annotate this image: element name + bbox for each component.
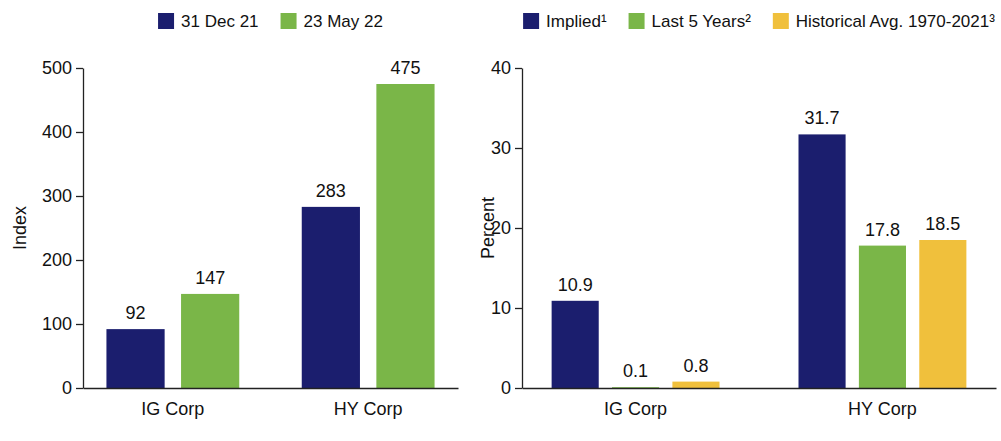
data-label: 147: [195, 268, 225, 288]
axis-line: [83, 69, 84, 389]
tick-mark: [515, 68, 522, 69]
bar: [106, 329, 164, 388]
x-axis: IG Corp HY Corp: [523, 388, 997, 419]
tick-mark: [76, 324, 83, 325]
bar: [672, 382, 719, 388]
data-label: 283: [316, 181, 346, 201]
legend-swatch: [629, 13, 645, 29]
legend: 31 Dec 21 23 May 22: [158, 12, 383, 31]
tick-mark: [76, 68, 83, 69]
y-axis-title: Percent: [478, 197, 498, 259]
chart: 92 283 147 475 0 100 200 300 400 500 IG Corp HY Cor…: [10, 12, 458, 419]
bar: [799, 134, 846, 388]
data-labels: 92 283 147 475: [126, 58, 421, 323]
data-label: 0.8: [683, 356, 708, 376]
legend-item: 31 Dec 21: [158, 12, 259, 31]
legend-label: 31 Dec 21: [181, 12, 259, 31]
legend-label: Implied¹: [546, 12, 607, 31]
tick-label: 400: [42, 122, 72, 142]
axis-line: [522, 69, 523, 389]
tick-label: HY Corp: [334, 399, 403, 419]
data-label: 18.5: [925, 214, 960, 234]
x-axis: IG Corp HY Corp: [84, 388, 459, 419]
tick: 200: [42, 250, 83, 270]
tick-mark: [515, 308, 522, 309]
legend-item: Historical Avg. 1970-2021³: [773, 12, 995, 31]
data-label: 92: [126, 303, 146, 323]
tick-label: 200: [42, 250, 72, 270]
tick-label: 300: [42, 186, 72, 206]
y-axis-title: Index: [10, 206, 30, 250]
axis-line: [84, 388, 459, 389]
data-label: 17.8: [865, 220, 900, 240]
bar: [859, 246, 906, 388]
tick: 100: [42, 314, 83, 334]
tick-mark: [76, 196, 83, 197]
data-label: 475: [390, 58, 420, 78]
tick-mark: [76, 388, 83, 389]
legend-swatch: [523, 13, 539, 29]
bars: [552, 134, 967, 388]
y-axis: 0 100 200 300 400 500: [42, 58, 84, 398]
legend-item: 23 May 22: [281, 12, 383, 31]
tick-mark: [515, 148, 522, 149]
axis-line: [523, 388, 997, 389]
tick-label: 0: [62, 378, 72, 398]
tick-label: IG Corp: [604, 399, 667, 419]
bar: [376, 84, 434, 388]
legend-swatch: [158, 13, 174, 29]
tick-mark: [76, 260, 83, 261]
tick: 300: [42, 186, 83, 206]
tick-label: 10: [491, 298, 511, 318]
category-tick: IG Corp: [604, 388, 667, 419]
tick: 400: [42, 122, 83, 142]
tick-mark: [515, 388, 522, 389]
data-label: 31.7: [805, 108, 840, 128]
bar: [612, 387, 659, 388]
legend-label: 23 May 22: [304, 12, 383, 31]
tick-label: IG Corp: [141, 399, 204, 419]
legend-swatch: [281, 13, 297, 29]
legend-label: Historical Avg. 1970-2021³: [796, 12, 995, 31]
data-label: 0.1: [623, 361, 648, 381]
legend-label: Last 5 Years²: [652, 12, 752, 31]
category-tick: HY Corp: [334, 388, 403, 419]
data-labels: 10.9 31.7 0.1 17.8 0.8 18.5: [558, 108, 961, 381]
bar: [302, 207, 360, 388]
tick-label: 100: [42, 314, 72, 334]
tick-label: HY Corp: [848, 399, 917, 419]
tick-label: 30: [491, 138, 511, 158]
category-tick: IG Corp: [141, 388, 204, 419]
bar: [919, 240, 966, 388]
legend: Implied¹ Last 5 Years² Historical Avg. 197…: [523, 12, 995, 31]
tick: 30: [491, 138, 522, 158]
data-label: 10.9: [558, 275, 593, 295]
tick-label: 0: [501, 378, 511, 398]
tick-mark: [76, 132, 83, 133]
tick: 0: [62, 378, 83, 398]
bars: [106, 84, 434, 388]
tick-label: 500: [42, 58, 72, 78]
bar: [552, 301, 599, 388]
legend-item: Implied¹: [523, 12, 607, 31]
tick: 500: [42, 58, 83, 78]
legend-swatch: [773, 13, 789, 29]
tick-label: 40: [491, 58, 511, 78]
legend-item: Last 5 Years²: [629, 12, 752, 31]
tick: 40: [491, 58, 522, 78]
tick: 10: [491, 298, 522, 318]
chart: 10.931.70.117.80.818.5010203040IG CorpHY…: [478, 12, 996, 419]
figure: 922831474750100200300400500IG CorpHY Cor…: [0, 0, 1001, 441]
bar: [181, 294, 239, 388]
tick-mark: [515, 228, 522, 229]
tick: 0: [501, 378, 522, 398]
category-tick: HY Corp: [848, 388, 917, 419]
